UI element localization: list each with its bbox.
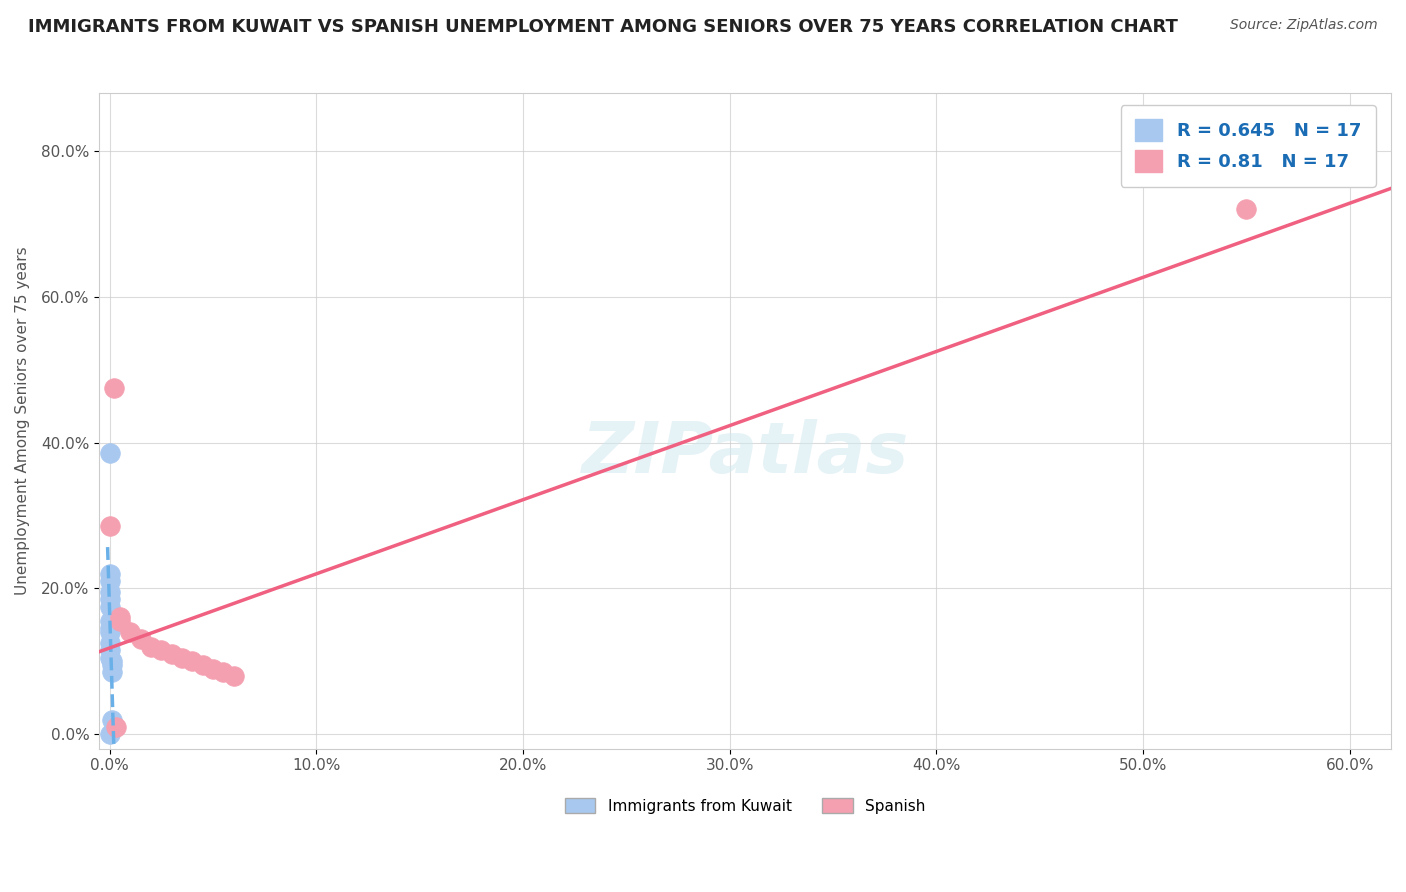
Point	[98, 625, 121, 640]
Text: IMMIGRANTS FROM KUWAIT VS SPANISH UNEMPLOYMENT AMONG SENIORS OVER 75 YEARS CORRE: IMMIGRANTS FROM KUWAIT VS SPANISH UNEMPL…	[28, 18, 1178, 36]
Text: Source: ZipAtlas.com: Source: ZipAtlas.com	[1230, 18, 1378, 32]
Point	[170, 650, 193, 665]
Point	[98, 643, 121, 657]
Point	[98, 592, 121, 607]
Point	[108, 614, 131, 628]
Point	[100, 665, 122, 680]
Point	[222, 669, 245, 683]
Point	[98, 636, 121, 650]
Point	[103, 381, 125, 395]
Legend: Immigrants from Kuwait, Spanish: Immigrants from Kuwait, Spanish	[558, 791, 932, 820]
Point	[139, 640, 162, 654]
Point	[129, 632, 152, 647]
Point	[98, 727, 121, 741]
Point	[98, 585, 121, 599]
Y-axis label: Unemployment Among Seniors over 75 years: Unemployment Among Seniors over 75 years	[15, 246, 30, 595]
Point	[98, 621, 121, 635]
Point	[98, 566, 121, 581]
Point	[98, 650, 121, 665]
Point	[191, 657, 214, 672]
Point	[1234, 202, 1257, 217]
Point	[98, 574, 121, 588]
Point	[100, 654, 122, 668]
Point	[104, 720, 127, 734]
Text: ZIPatlas: ZIPatlas	[582, 419, 908, 488]
Point	[100, 657, 122, 672]
Point	[100, 713, 122, 727]
Point	[160, 647, 183, 661]
Point	[201, 661, 224, 675]
Point	[98, 599, 121, 614]
Point	[181, 654, 204, 668]
Point	[98, 446, 121, 460]
Point	[98, 519, 121, 533]
Point	[212, 665, 235, 680]
Point	[120, 625, 142, 640]
Point	[98, 614, 121, 628]
Point	[150, 643, 173, 657]
Point	[108, 610, 131, 624]
